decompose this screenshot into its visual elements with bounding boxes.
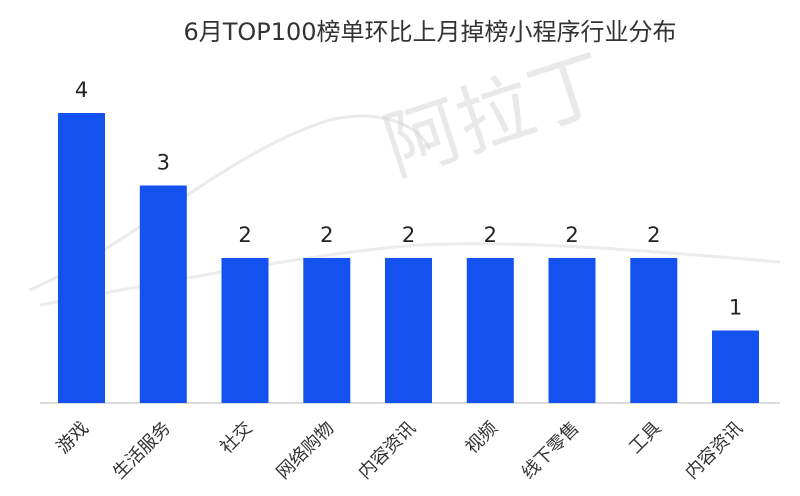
value-labels-group: 4 3 2 2 2 2 2 2 1 bbox=[75, 78, 742, 320]
bar-4 bbox=[303, 258, 351, 403]
x-tick-label-6: 视频 bbox=[462, 418, 502, 458]
value-label-2: 3 bbox=[157, 151, 170, 175]
x-tick-label-9: 内容资讯 bbox=[681, 418, 747, 484]
value-label-4: 2 bbox=[320, 223, 333, 247]
bar-2 bbox=[139, 185, 187, 403]
value-label-1: 4 bbox=[75, 78, 88, 102]
bar-5 bbox=[385, 258, 432, 403]
x-tick-label-5: 内容资讯 bbox=[354, 418, 420, 484]
x-tick-label-1: 游戏 bbox=[53, 418, 93, 458]
bar-1 bbox=[58, 113, 105, 403]
value-label-6: 2 bbox=[484, 223, 497, 247]
bar-8 bbox=[630, 258, 678, 403]
x-tick-label-2: 生活服务 bbox=[109, 418, 175, 484]
chart-title: 6月TOP100榜单环比上月掉榜小程序行业分布 bbox=[183, 18, 676, 46]
value-label-8: 2 bbox=[647, 223, 660, 247]
value-label-7: 2 bbox=[565, 223, 578, 247]
x-tick-label-8: 工具 bbox=[625, 418, 665, 458]
x-tick-label-3: 社交 bbox=[216, 418, 256, 458]
bar-6 bbox=[466, 258, 514, 403]
x-tick-labels-group: 游戏 生活服务 社交 网络购物 内容资讯 视频 线下零售 工具 内容资讯 bbox=[53, 418, 747, 484]
bar-9 bbox=[712, 330, 759, 403]
bar-7 bbox=[548, 258, 596, 403]
x-tick-label-4: 网络购物 bbox=[273, 418, 339, 484]
value-label-3: 2 bbox=[238, 223, 251, 247]
bar-3 bbox=[221, 258, 269, 403]
value-label-9: 1 bbox=[729, 296, 742, 320]
x-tick-label-7: 线下零售 bbox=[518, 418, 584, 484]
bars-group bbox=[58, 113, 759, 403]
watermark-text: 阿拉丁 bbox=[373, 37, 617, 192]
value-label-5: 2 bbox=[402, 223, 415, 247]
watermark-swoosh-1 bbox=[29, 114, 432, 292]
